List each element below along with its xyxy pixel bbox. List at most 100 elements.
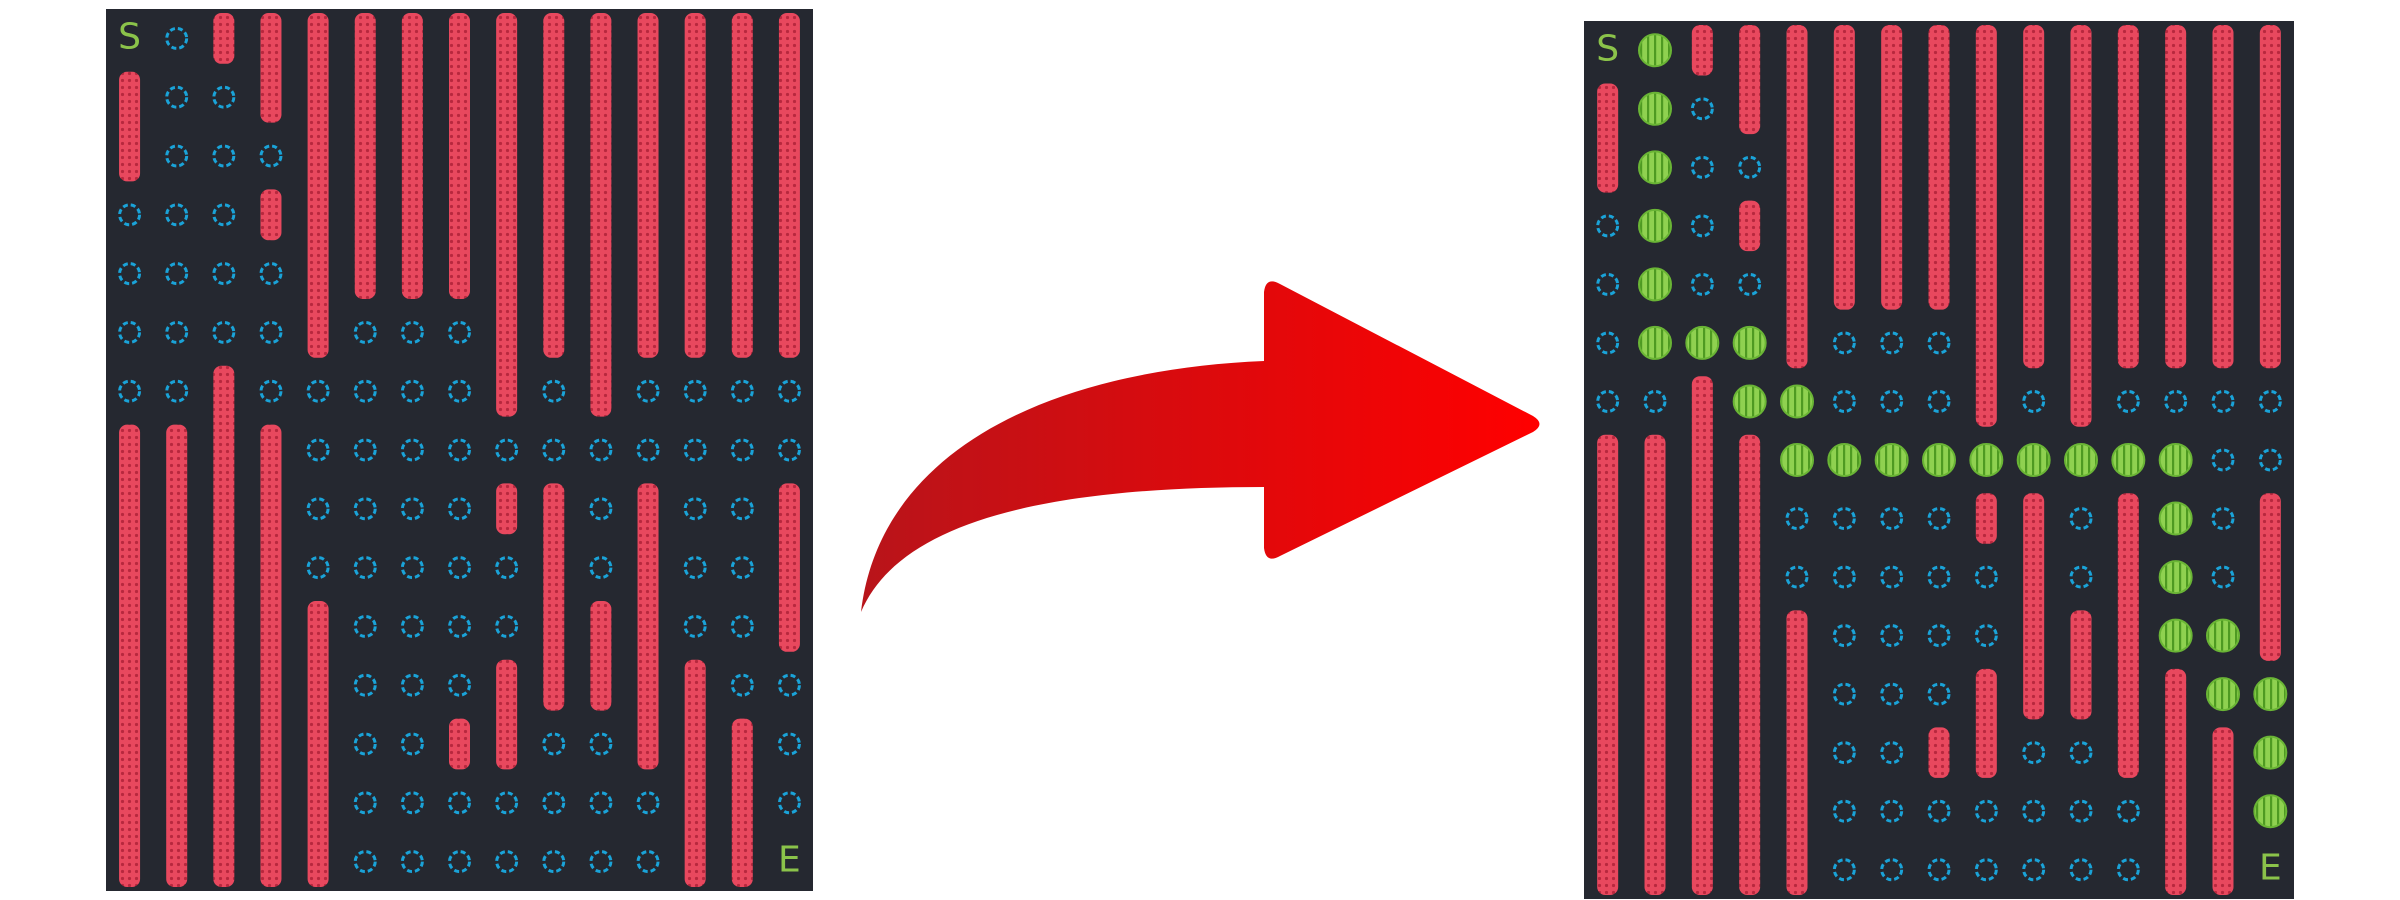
open-cell <box>1927 507 1951 531</box>
wall <box>590 13 612 417</box>
wall <box>213 365 235 887</box>
wall <box>119 424 141 887</box>
path-cell <box>1685 325 1720 360</box>
open-cell <box>495 850 519 874</box>
open-cell <box>542 850 566 874</box>
open-cell <box>1690 155 1714 179</box>
wall <box>496 13 518 417</box>
open-cell <box>1927 858 1951 882</box>
wall <box>1597 434 1619 895</box>
open-cell <box>1832 741 1856 765</box>
open-cell <box>1880 682 1904 706</box>
open-cell <box>730 556 754 580</box>
wall <box>2259 25 2281 369</box>
wall <box>166 424 188 887</box>
open-cell <box>353 556 377 580</box>
open-cell <box>1927 331 1951 355</box>
open-cell <box>165 144 189 168</box>
open-cell <box>589 556 613 580</box>
path-cell <box>2253 677 2288 712</box>
wall <box>731 718 753 887</box>
start-label: S <box>118 16 141 57</box>
wall <box>1975 493 1997 544</box>
open-cell <box>2211 389 2235 413</box>
open-cell <box>589 791 613 815</box>
wall <box>1739 200 1761 252</box>
open-cell <box>589 438 613 462</box>
open-cell <box>1880 331 1904 355</box>
open-cell <box>730 379 754 403</box>
wall <box>590 601 612 711</box>
wall <box>260 13 282 123</box>
open-cell <box>1880 565 1904 589</box>
open-cell <box>2211 448 2235 472</box>
path-cell <box>2206 677 2240 712</box>
open-cell <box>165 320 189 344</box>
wall <box>1928 727 1950 778</box>
open-cell <box>165 203 189 227</box>
wall <box>684 659 706 887</box>
open-cell <box>542 791 566 815</box>
open-cell <box>1832 331 1856 355</box>
wall <box>1786 25 1808 369</box>
open-cell <box>1596 272 1620 296</box>
open-cell <box>400 497 424 521</box>
path-cell <box>2158 443 2193 477</box>
open-cell <box>2211 565 2235 589</box>
path-cell <box>2064 443 2098 477</box>
open-cell <box>353 673 377 697</box>
open-cell <box>1832 507 1856 531</box>
wall <box>307 601 329 887</box>
open-cell <box>1974 799 1998 823</box>
open-cell <box>1832 389 1856 413</box>
open-cell <box>589 850 613 874</box>
open-cell <box>353 497 377 521</box>
open-cell <box>495 556 519 580</box>
wall <box>449 13 470 299</box>
open-cell <box>777 732 801 756</box>
wall <box>1691 376 1713 895</box>
open-cell <box>636 850 660 874</box>
open-cell <box>1738 155 1762 179</box>
open-cell <box>1596 389 1620 413</box>
open-cell <box>212 320 236 344</box>
open-cell <box>2164 389 2188 413</box>
open-cell <box>165 26 189 50</box>
open-cell <box>495 614 519 638</box>
open-cell <box>1832 565 1856 589</box>
path-cell <box>2016 443 2051 477</box>
wall <box>307 13 329 358</box>
path-cell <box>2158 560 2193 595</box>
open-cell <box>683 614 707 638</box>
open-cell <box>2116 799 2140 823</box>
open-cell <box>495 791 519 815</box>
open-cell <box>1832 858 1856 882</box>
open-cell <box>212 144 236 168</box>
open-cell <box>212 203 236 227</box>
open-cell <box>353 438 377 462</box>
wall <box>2117 493 2139 778</box>
wall <box>1833 25 1855 310</box>
open-cell <box>1880 858 1904 882</box>
open-cell <box>353 614 377 638</box>
path-cell <box>2253 794 2288 829</box>
wall <box>2023 25 2045 369</box>
wall <box>2070 25 2092 427</box>
open-cell <box>683 379 707 403</box>
open-cell <box>259 379 283 403</box>
open-cell <box>542 732 566 756</box>
open-cell <box>400 850 424 874</box>
open-cell <box>1880 741 1904 765</box>
path-cell <box>1922 443 1956 477</box>
open-cell <box>306 438 330 462</box>
end-label: E <box>778 840 801 881</box>
open-cell <box>448 791 471 815</box>
path-cell <box>1874 443 1909 477</box>
open-cell <box>730 614 754 638</box>
wall <box>778 13 800 358</box>
open-cell <box>118 320 142 344</box>
wall <box>2212 727 2234 895</box>
open-cell <box>400 614 424 638</box>
wall <box>496 483 518 535</box>
open-cell <box>1974 858 1998 882</box>
